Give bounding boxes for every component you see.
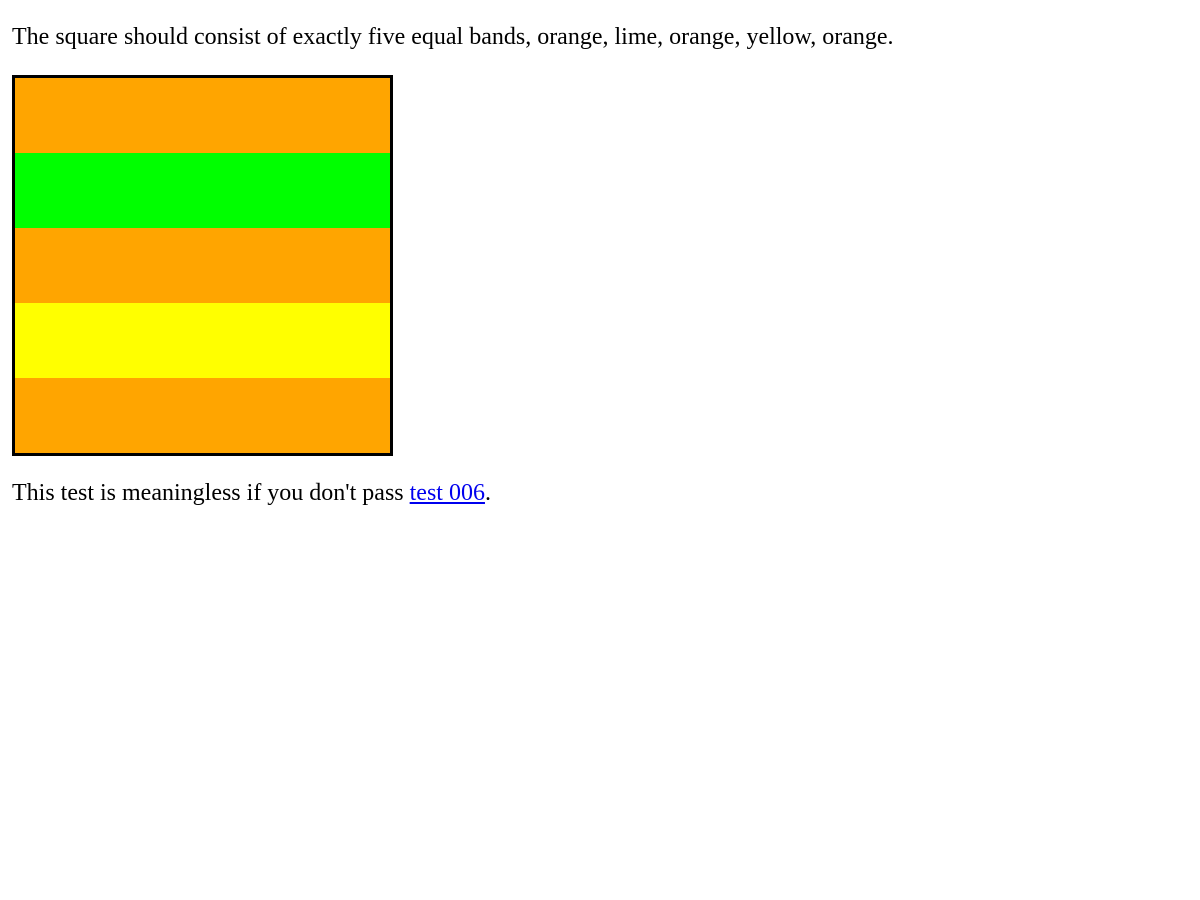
- footnote-prefix: This test is meaningless if you don't pa…: [12, 480, 410, 506]
- test-006-link[interactable]: test 006: [409, 480, 485, 506]
- band-4-yellow: [15, 303, 390, 378]
- band-2-lime: [15, 153, 390, 228]
- band-1-orange: [15, 78, 390, 153]
- band-3-orange: [15, 228, 390, 303]
- band-5-orange: [15, 378, 390, 453]
- instruction-text: The square should consist of exactly fiv…: [12, 24, 894, 50]
- footnote: This test is meaningless if you don't pa…: [12, 478, 491, 508]
- test-square: [12, 75, 393, 456]
- footnote-suffix: .: [484, 480, 491, 506]
